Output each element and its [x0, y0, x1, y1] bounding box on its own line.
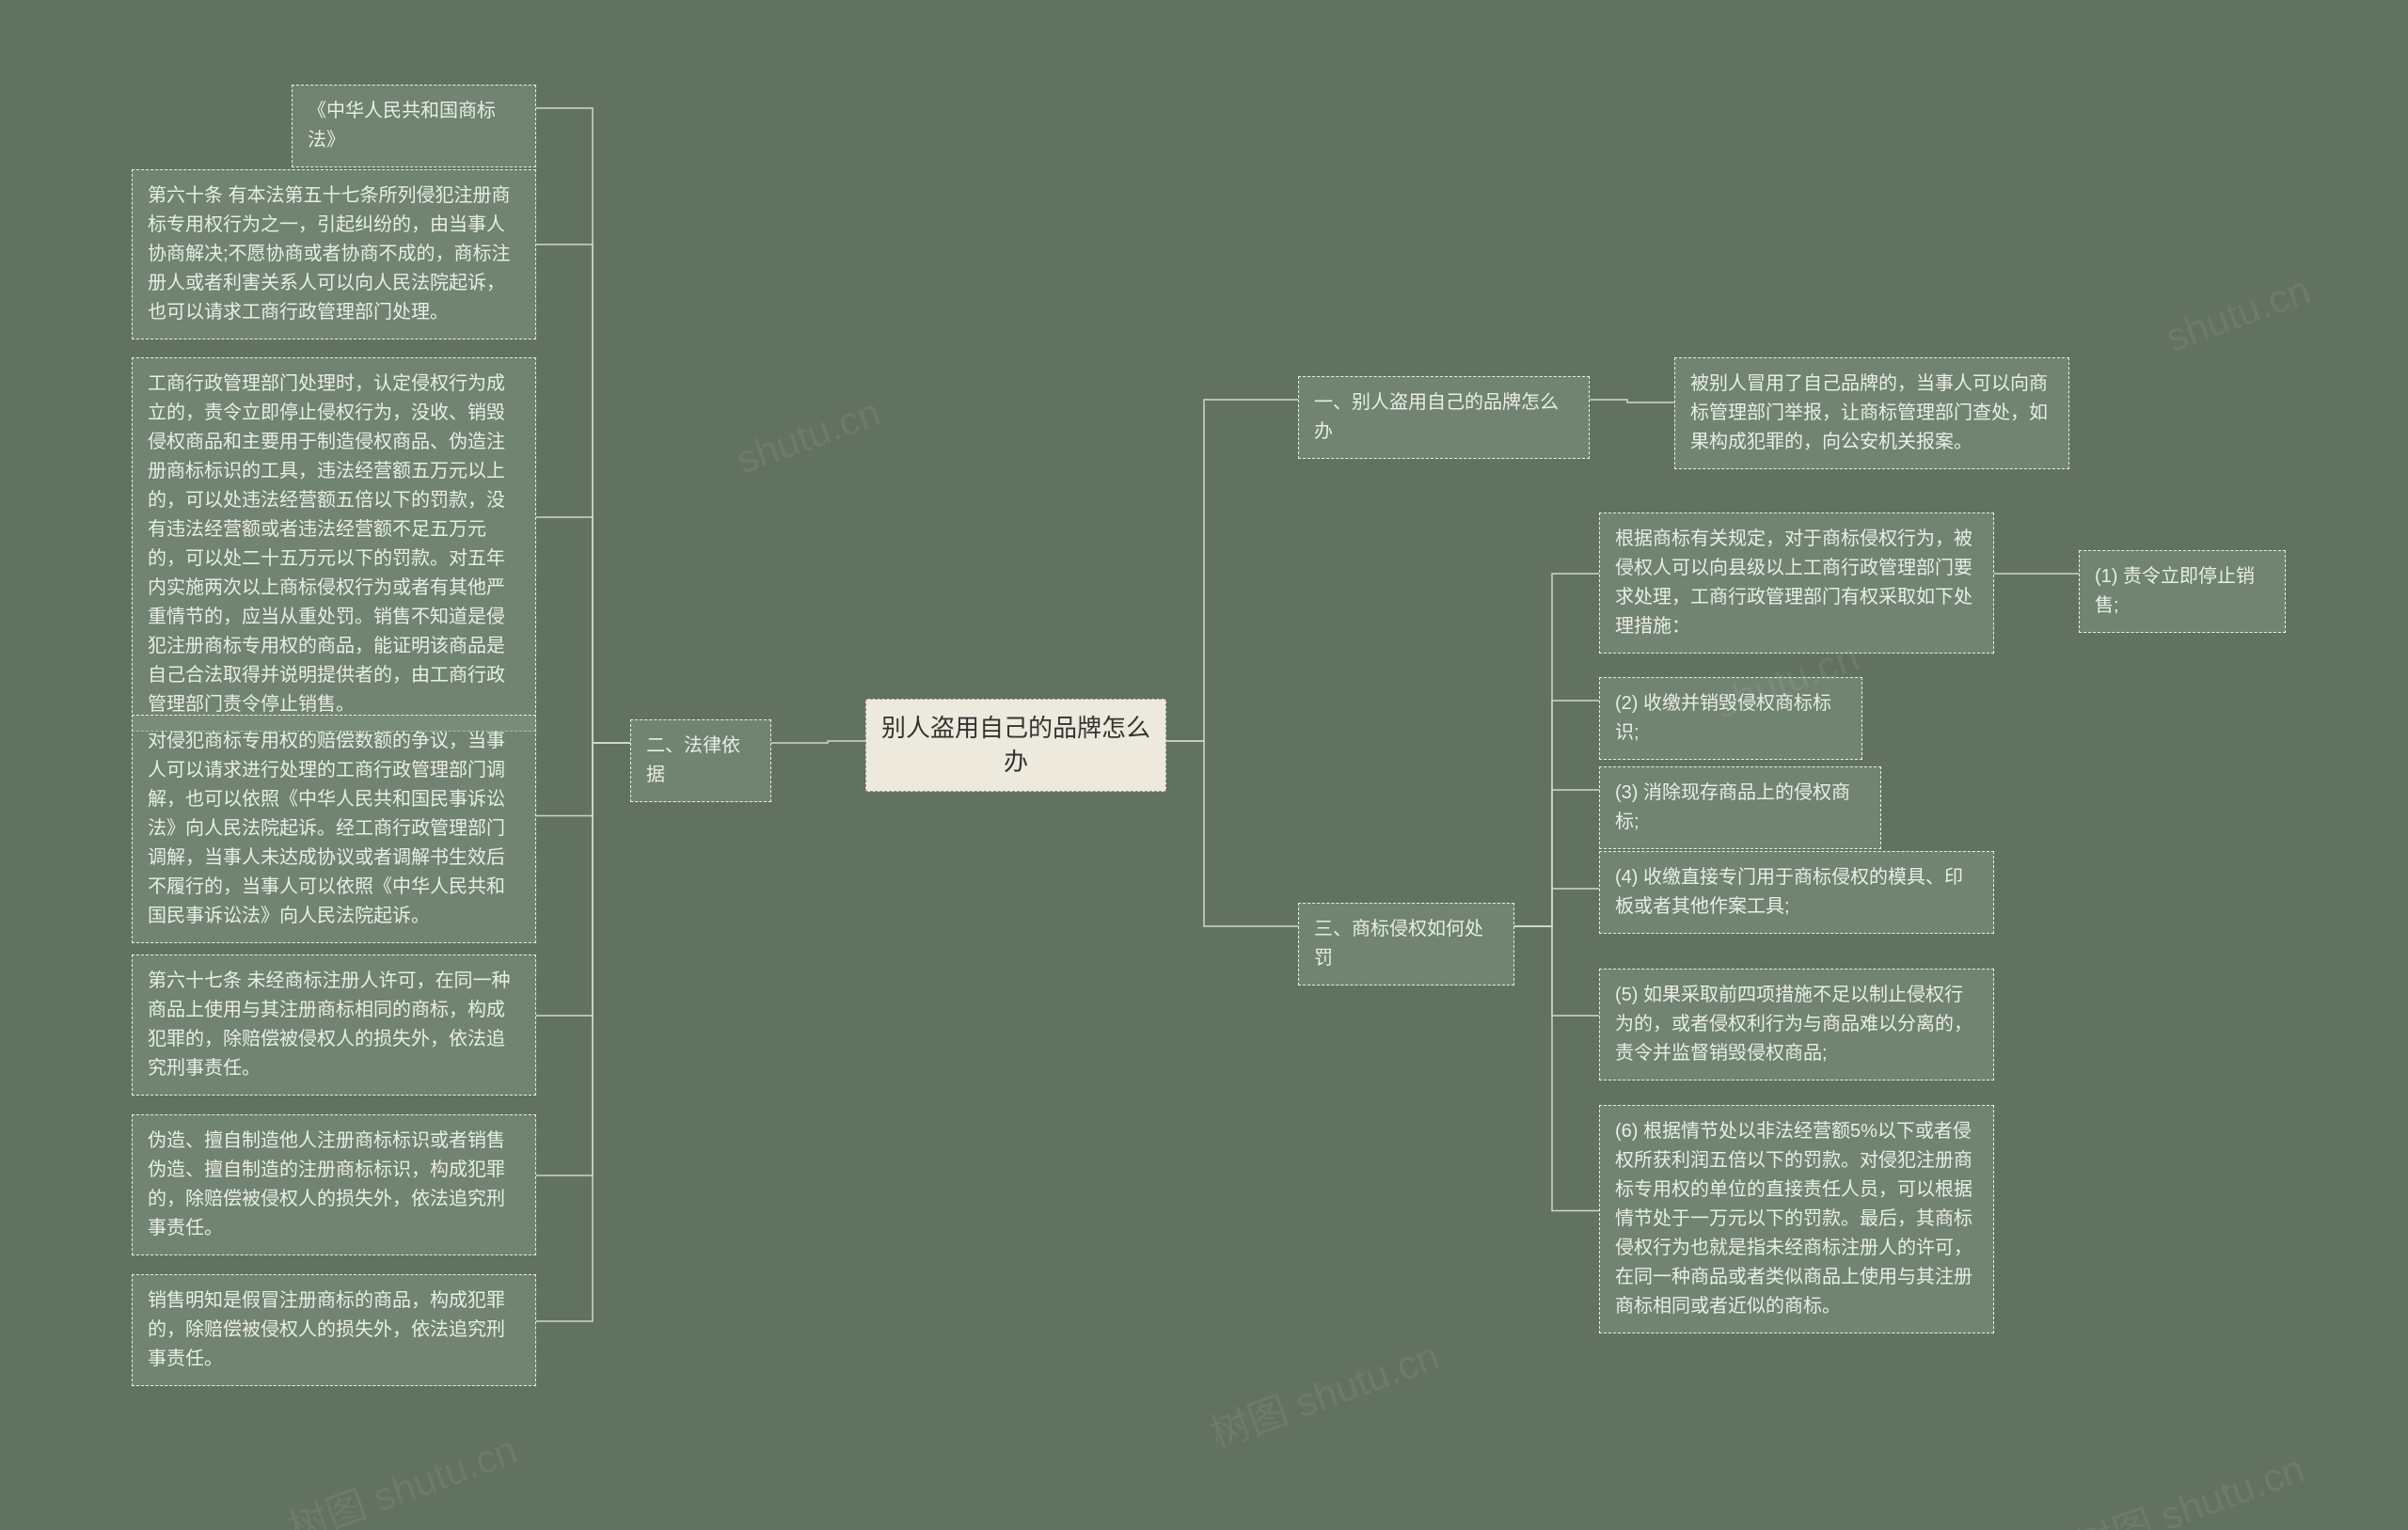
node-label: (1) 责令立即停止销售; — [2095, 562, 2270, 621]
node-label: 销售明知是假冒注册商标的商品，构成犯罪的，除赔偿被侵权人的损失外，依法追究刑事责… — [148, 1286, 520, 1374]
watermark: 树图 shutu.cn — [1201, 1324, 1446, 1459]
mindmap-node-s3_4: (4) 收缴直接专门用于商标侵权的模具、印板或者其他作案工具; — [1599, 851, 1994, 934]
node-label: 别人盗用自己的品牌怎么办 — [881, 711, 1150, 780]
connector — [1590, 400, 1674, 402]
node-label: (4) 收缴直接专门用于商标侵权的模具、印板或者其他作案工具; — [1615, 863, 1978, 922]
connector — [536, 743, 630, 1321]
mindmap-root: 别人盗用自己的品牌怎么办 — [865, 699, 1166, 792]
node-label: 被别人冒用了自己品牌的，当事人可以向商标管理部门举报，让商标管理部门查处，如果构… — [1690, 370, 2053, 457]
node-label: 二、法律依据 — [646, 732, 755, 790]
node-label: (3) 消除现存商品上的侵权商标; — [1615, 779, 1865, 837]
node-label: (5) 如果采取前四项措施不足以制止侵权行为的，或者侵权利行为与商品难以分离的，… — [1615, 981, 1978, 1068]
mindmap-node-s1_1: 被别人冒用了自己品牌的，当事人可以向商标管理部门举报，让商标管理部门查处，如果构… — [1674, 357, 2069, 469]
connector — [771, 741, 865, 743]
mindmap-node-s2_7: 销售明知是假冒注册商标的商品，构成犯罪的，除赔偿被侵权人的损失外，依法追究刑事责… — [132, 1274, 536, 1386]
mindmap-node-s2_1: 《中华人民共和国商标法》 — [292, 85, 536, 167]
connector — [1514, 790, 1599, 926]
mindmap-node-s1: 一、别人盗用自己的品牌怎么办 — [1298, 376, 1590, 459]
node-label: (2) 收缴并销毁侵权商标标识; — [1615, 689, 1846, 748]
mindmap-node-s3_5: (5) 如果采取前四项措施不足以制止侵权行为的，或者侵权利行为与商品难以分离的，… — [1599, 969, 1994, 1080]
watermark: 树图 shutu.cn — [2067, 1437, 2311, 1530]
mindmap-node-s3: 三、商标侵权如何处罚 — [1298, 903, 1514, 986]
connector — [1514, 926, 1599, 1211]
mindmap-node-s2_6: 伪造、擅自制造他人注册商标标识或者销售伪造、擅自制造的注册商标标识，构成犯罪的，… — [132, 1114, 536, 1255]
connector — [1166, 741, 1298, 926]
connector — [536, 743, 630, 816]
node-label: 对侵犯商标专用权的赔偿数额的争议，当事人可以请求进行处理的工商行政管理部门调解，… — [148, 727, 520, 931]
node-label: 伪造、擅自制造他人注册商标标识或者销售伪造、擅自制造的注册商标标识，构成犯罪的，… — [148, 1127, 520, 1243]
connector — [1514, 889, 1599, 926]
node-label: 第六十七条 未经商标注册人许可，在同一种商品上使用与其注册商标相同的商标，构成犯… — [148, 967, 520, 1083]
node-label: 一、别人盗用自己的品牌怎么办 — [1314, 388, 1574, 447]
mindmap-node-s2_3: 工商行政管理部门处理时，认定侵权行为成立的，责令立即停止侵权行为，没收、销毁侵权… — [132, 357, 536, 732]
mindmap-node-s3_6: (6) 根据情节处以非法经营额5%以下或者侵权所获利润五倍以下的罚款。对侵犯注册… — [1599, 1105, 1994, 1333]
mindmap-node-s2_4: 对侵犯商标专用权的赔偿数额的争议，当事人可以请求进行处理的工商行政管理部门调解，… — [132, 715, 536, 943]
connector — [1514, 574, 1599, 926]
mindmap-node-s3_1_1: (1) 责令立即停止销售; — [2079, 550, 2286, 633]
node-label: 《中华人民共和国商标法》 — [308, 97, 520, 155]
node-label: 工商行政管理部门处理时，认定侵权行为成立的，责令立即停止侵权行为，没收、销毁侵权… — [148, 370, 520, 719]
watermark: 树图 shutu.cn — [279, 1418, 524, 1530]
connector — [1166, 400, 1298, 741]
connector — [1514, 926, 1599, 1016]
watermark: shutu.cn — [2161, 267, 2317, 360]
connector — [1514, 701, 1599, 926]
connector — [536, 517, 630, 743]
node-label: 三、商标侵权如何处罚 — [1314, 915, 1498, 973]
mindmap-node-s3_2: (2) 收缴并销毁侵权商标标识; — [1599, 677, 1862, 760]
mindmap-node-s2_2: 第六十条 有本法第五十七条所列侵犯注册商标专用权行为之一，引起纠纷的，由当事人协… — [132, 169, 536, 339]
mindmap-node-s2_5: 第六十七条 未经商标注册人许可，在同一种商品上使用与其注册商标相同的商标，构成犯… — [132, 954, 536, 1096]
node-label: (6) 根据情节处以非法经营额5%以下或者侵权所获利润五倍以下的罚款。对侵犯注册… — [1615, 1117, 1978, 1321]
watermark: shutu.cn — [731, 389, 887, 482]
node-label: 根据商标有关规定，对于商标侵权行为，被侵权人可以向县级以上工商行政管理部门要求处… — [1615, 525, 1978, 641]
mindmap-node-s2: 二、法律依据 — [630, 719, 771, 802]
connector — [536, 108, 630, 743]
node-label: 第六十条 有本法第五十七条所列侵犯注册商标专用权行为之一，引起纠纷的，由当事人协… — [148, 181, 520, 327]
mindmap-node-s3_1: 根据商标有关规定，对于商标侵权行为，被侵权人可以向县级以上工商行政管理部门要求处… — [1599, 513, 1994, 654]
connector — [536, 743, 630, 1016]
mindmap-node-s3_3: (3) 消除现存商品上的侵权商标; — [1599, 766, 1881, 849]
connector — [536, 244, 630, 743]
connector — [536, 743, 630, 1175]
